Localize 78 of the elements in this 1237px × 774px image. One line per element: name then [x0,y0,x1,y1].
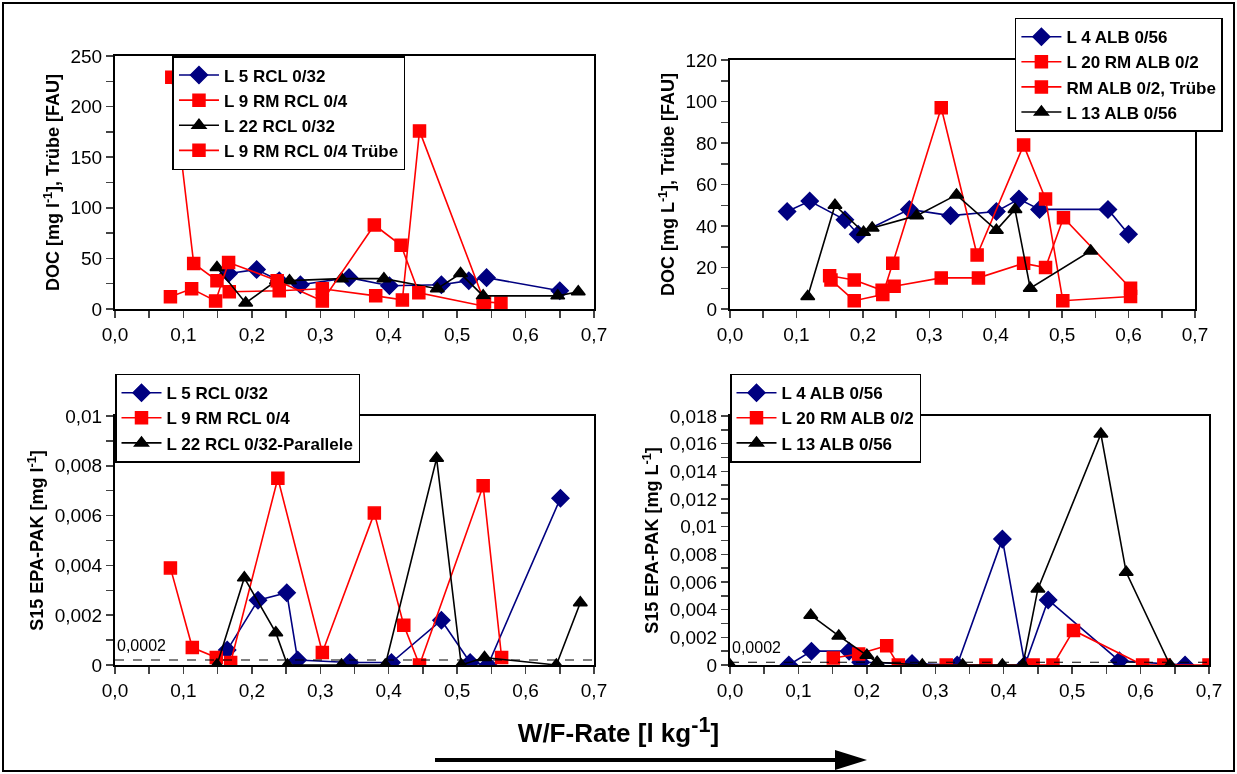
legend-label: L 9 RM RCL 0/4 [166,409,291,429]
x-tick-label: 0,4 [990,679,1018,701]
x-tick-label: 0,3 [922,679,949,701]
legend-label: L 22 RCL 0/32-Parallele [166,434,353,454]
legend-label: L 22 RCL 0/32 [223,116,335,136]
x-tick-label: 0,7 [580,679,608,701]
x-tick-label: 0,2 [853,679,881,701]
legend-label: L 20 RM ALB 0/2 [781,409,914,429]
legend-label: L 4 ALB 0/56 [781,384,883,404]
ref-line-label: 0,0002 [732,639,782,656]
y-tick-label: 0,018 [669,405,718,427]
x-tick-label: 0,7 [1181,323,1209,345]
x-tick-label: 0,3 [307,679,334,701]
y-tick-label: 20 [696,257,718,279]
y-tick-label: 250 [70,45,103,67]
y-tick-label: 0,006 [669,571,718,593]
x-tick-label: 0,0 [101,679,129,701]
y-tick-label: 0,008 [54,455,103,477]
x-tick-label: 0,0 [101,323,129,345]
y-tick-label: 100 [70,197,103,219]
x-tick-label: 0,2 [238,323,266,345]
x-tick-label: 0,6 [512,323,539,345]
y-tick-label: 50 [81,248,103,270]
y-tick-label: 150 [70,146,103,168]
y-tick-label: 0 [706,654,718,676]
y-tick-label: 0 [91,654,103,676]
x-tick-label: 0,5 [1048,323,1076,345]
legend-label: RM ALB 0/2, Trübe [1066,78,1216,98]
y-tick-label: 0,01 [65,405,103,427]
x-tick-label: 0,2 [238,679,266,701]
y-tick-label: 0,012 [669,488,718,510]
legend-label: L 5 RCL 0/32 [223,66,326,86]
y-tick-label: 60 [696,174,718,196]
legend-label: L 4 ALB 0/56 [1066,28,1168,48]
y-tick-label: 100 [685,91,718,113]
y-tick-label: 0,016 [669,433,718,455]
x-tick-label: 0,6 [512,679,539,701]
x-tick-label: 0,3 [307,323,334,345]
x-tick-label: 0,1 [170,323,197,345]
x-tick-label: 0,5 [443,679,471,701]
x-axis-title: W/F-Rate [l kg$^{-1}$] [516,712,721,749]
x-tick-label: 0,1 [170,679,197,701]
legend-label: L 5 RCL 0/32 [166,384,268,404]
x-tick-label: 0,0 [716,679,744,701]
x-tick-label: 0,6 [1127,679,1154,701]
x-tick-label: 0,3 [916,323,943,345]
y-tick-label: 0 [91,298,103,320]
legend-label: L 13 ALB 0/56 [1066,103,1177,123]
ref-line-label: 0,0002 [117,637,167,654]
y-tick-label: 0,002 [669,626,718,648]
y-tick-label: 0 [706,298,718,320]
y-tick-label: 200 [70,96,103,118]
y-tick-label: 0,002 [54,604,103,626]
legend-label: L 20 RM ALB 0/2 [1066,53,1199,73]
x-tick-label: 0,4 [375,323,403,345]
legend-label: L 9 RM RCL 0/4 Trübe [223,141,399,161]
x-tick-label: 0,5 [443,323,471,345]
y-tick-label: 0,006 [54,505,103,527]
legend-label: L 13 ALB 0/56 [781,434,893,454]
y-tick-label: 0,008 [669,543,718,565]
y-tick-label: 120 [685,49,718,71]
x-tick-label: 0,2 [849,323,877,345]
x-tick-label: 0,6 [1115,323,1142,345]
y-tick-label: 0,014 [669,460,718,482]
y-tick-label: 0,01 [680,516,718,538]
y-tick-label: 0,004 [54,555,103,577]
x-tick-label: 0,1 [783,323,810,345]
y-tick-label: 80 [696,132,718,154]
x-tick-label: 0,4 [982,323,1010,345]
x-tick-label: 0,1 [785,679,812,701]
x-tick-label: 0,4 [375,679,403,701]
x-tick-label: 0,0 [716,323,744,345]
y-tick-label: 0,004 [669,599,718,621]
x-tick-label: 0,7 [580,323,608,345]
x-tick-label: 0,5 [1058,679,1086,701]
x-tick-label: 0,7 [1195,679,1223,701]
legend-label: L 9 RM RCL 0/4 [223,91,348,111]
y-tick-label: 40 [696,215,718,237]
